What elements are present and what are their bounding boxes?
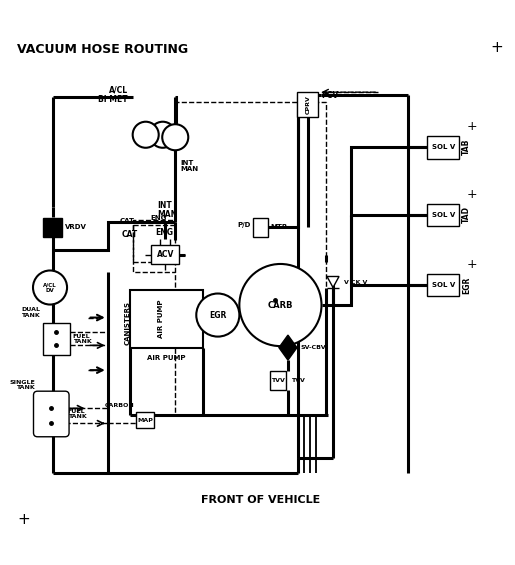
Text: A/CL
DV: A/CL DV: [43, 282, 57, 293]
Circle shape: [162, 124, 188, 150]
Circle shape: [239, 264, 321, 346]
Circle shape: [133, 121, 159, 148]
Text: FRONT OF VEHICLE: FRONT OF VEHICLE: [201, 496, 320, 505]
Text: EGR: EGR: [462, 276, 471, 294]
Text: CARB: CARB: [268, 301, 293, 310]
Text: P/D: P/D: [237, 222, 250, 228]
Circle shape: [33, 271, 67, 305]
Text: +: +: [467, 120, 477, 133]
FancyBboxPatch shape: [151, 245, 179, 264]
FancyBboxPatch shape: [43, 323, 70, 355]
FancyBboxPatch shape: [427, 203, 459, 226]
Text: TVV: TVV: [291, 377, 305, 383]
Text: SV-CBV: SV-CBV: [300, 345, 326, 350]
Text: CAT: CAT: [122, 231, 138, 240]
FancyBboxPatch shape: [298, 92, 318, 117]
Text: SOL V: SOL V: [432, 282, 455, 288]
Text: +: +: [467, 258, 477, 271]
Text: SOL V: SOL V: [432, 144, 455, 150]
Text: +: +: [18, 512, 30, 527]
Text: MTR: MTR: [270, 224, 288, 231]
Circle shape: [150, 121, 176, 148]
Text: TVV: TVV: [271, 377, 285, 383]
Text: FUEL
TANK: FUEL TANK: [67, 409, 87, 419]
FancyBboxPatch shape: [270, 371, 286, 390]
FancyBboxPatch shape: [253, 218, 268, 237]
Polygon shape: [327, 276, 339, 288]
Text: ENG: ENG: [150, 215, 166, 221]
Text: CPRV: CPRV: [305, 95, 311, 114]
Text: PCV: PCV: [321, 90, 338, 99]
FancyBboxPatch shape: [427, 136, 459, 159]
Text: CANISTERS: CANISTERS: [125, 301, 131, 345]
FancyBboxPatch shape: [136, 412, 154, 428]
Text: INT
MAN: INT MAN: [158, 201, 178, 219]
Polygon shape: [279, 335, 297, 360]
Text: V CK V: V CK V: [344, 280, 367, 285]
Text: VACUUM HOSE ROUTING: VACUUM HOSE ROUTING: [18, 43, 188, 56]
FancyBboxPatch shape: [130, 290, 203, 347]
Text: TAB: TAB: [462, 139, 471, 155]
Text: DUAL
TANK: DUAL TANK: [21, 307, 40, 318]
Text: ENG: ENG: [155, 228, 173, 237]
Text: EGR: EGR: [209, 311, 227, 320]
Text: VRDV: VRDV: [64, 224, 87, 231]
Text: A/CL
BI MET: A/CL BI MET: [98, 85, 128, 104]
FancyBboxPatch shape: [427, 273, 459, 296]
Text: AIR PUMP: AIR PUMP: [147, 355, 186, 361]
Text: MAP: MAP: [138, 418, 153, 423]
FancyBboxPatch shape: [43, 218, 62, 237]
Text: CARBON: CARBON: [105, 403, 135, 408]
Text: FUEL
TANK: FUEL TANK: [73, 334, 91, 344]
Text: SOL V: SOL V: [432, 212, 455, 218]
Text: +: +: [491, 40, 503, 55]
Text: +: +: [467, 188, 477, 201]
Text: CAT: CAT: [119, 218, 134, 224]
Text: ACV: ACV: [157, 250, 174, 259]
Text: SINGLE
TANK: SINGLE TANK: [9, 380, 35, 390]
Text: INT
MAN: INT MAN: [180, 160, 198, 172]
Circle shape: [196, 294, 239, 337]
Text: TAD: TAD: [462, 206, 471, 223]
Text: AIR PUMP: AIR PUMP: [159, 299, 164, 338]
FancyBboxPatch shape: [33, 391, 69, 437]
